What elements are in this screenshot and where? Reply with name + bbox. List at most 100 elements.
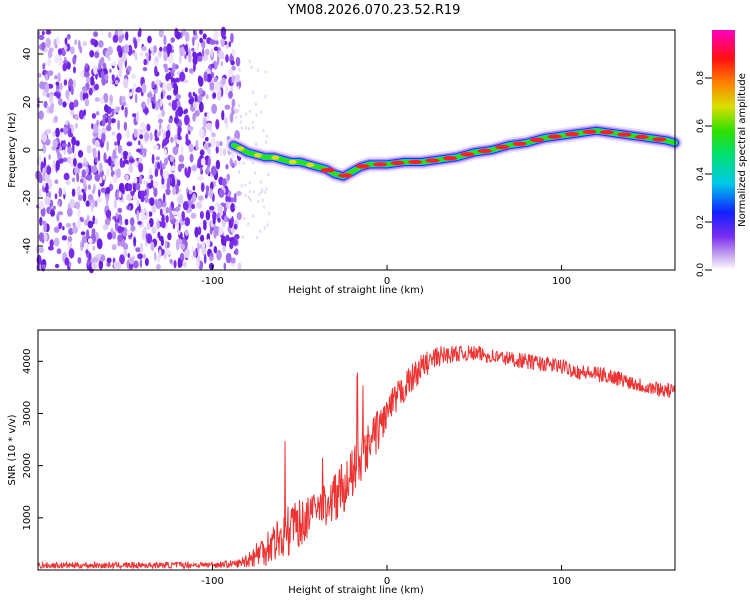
noise-blob — [44, 83, 50, 94]
noise-blob — [144, 257, 149, 267]
noise-blob — [68, 78, 74, 88]
noise-blob — [113, 198, 118, 209]
noise-blob — [101, 118, 106, 127]
noise-blob — [124, 106, 128, 118]
noise-blob — [202, 33, 207, 40]
noise-blob — [188, 91, 192, 99]
noise-blob — [93, 184, 96, 192]
signal-track-peak — [652, 137, 667, 142]
noise-blob — [191, 255, 195, 260]
noise-blob — [85, 200, 90, 207]
noise-blob — [164, 157, 168, 166]
snr-x-tick-label: -100 — [201, 576, 224, 587]
spectrogram-y-tick-label: 40 — [22, 48, 33, 61]
noise-blob — [209, 188, 214, 199]
noise-blob — [213, 226, 219, 236]
noise-blob — [161, 163, 166, 170]
noise-blob — [178, 154, 185, 163]
snr-x-tick-label: 0 — [384, 576, 390, 587]
noise-blob — [165, 206, 170, 214]
noise-blob — [199, 37, 203, 44]
noise-blob — [215, 145, 219, 154]
signal-track-peak — [425, 158, 440, 163]
noise-blob — [53, 115, 58, 124]
noise-blob — [94, 157, 98, 163]
noise-blob — [130, 225, 136, 232]
noise-blob — [197, 242, 200, 254]
noise-blob — [112, 231, 117, 240]
noise-blob — [141, 82, 147, 94]
noise-blob — [106, 262, 111, 267]
signal-track-peak — [408, 159, 422, 165]
noise-blob — [126, 141, 133, 147]
noise-blob — [160, 184, 167, 189]
noise-blob — [203, 118, 207, 128]
noise-blob — [191, 164, 197, 172]
noise-blob — [216, 212, 221, 219]
noise-blob — [106, 196, 109, 206]
noise-blob — [139, 174, 143, 185]
noise-blob — [135, 161, 138, 167]
noise-blob — [44, 196, 51, 206]
noise-blob — [162, 81, 166, 92]
noise-blob — [217, 217, 221, 223]
noise-blob — [103, 152, 107, 163]
noise-speck — [263, 226, 266, 230]
noise-speck — [264, 70, 267, 74]
noise-blob — [42, 143, 47, 154]
noise-blob — [109, 68, 112, 73]
noise-blob — [125, 129, 131, 139]
noise-blob — [89, 50, 95, 58]
noise-blob — [80, 71, 85, 78]
noise-blob — [161, 141, 165, 149]
noise-blob — [161, 220, 166, 229]
noise-blob — [225, 54, 229, 63]
noise-blob — [137, 253, 144, 260]
spectrogram-y-tick-label: -40 — [22, 238, 33, 254]
noise-blob — [73, 158, 77, 167]
noise-blob — [38, 174, 43, 184]
noise-blob — [171, 99, 177, 111]
noise-blob — [41, 132, 48, 143]
noise-speck — [251, 161, 254, 164]
noise-blob — [175, 206, 181, 212]
noise-blob — [100, 70, 105, 80]
noise-speck — [248, 127, 251, 131]
noise-blob — [128, 205, 131, 210]
noise-blob — [140, 121, 146, 132]
noise-blob — [133, 177, 138, 184]
noise-speck — [233, 107, 236, 111]
noise-speck — [243, 217, 246, 220]
noise-blob — [165, 188, 171, 196]
noise-blob — [179, 194, 184, 203]
noise-blob — [177, 163, 182, 173]
noise-blob — [141, 101, 146, 110]
noise-blob — [146, 222, 151, 231]
noise-speck — [238, 67, 241, 71]
noise-blob — [167, 129, 171, 136]
noise-blob — [211, 132, 216, 138]
noise-blob — [197, 226, 202, 236]
noise-blob — [189, 153, 194, 163]
noise-blob — [83, 71, 90, 78]
noise-blob — [213, 76, 218, 83]
noise-blob — [88, 87, 93, 96]
noise-blob — [208, 262, 215, 270]
noise-blob — [43, 233, 48, 241]
noise-blob — [85, 229, 90, 239]
noise-blob — [106, 257, 112, 264]
noise-blob — [77, 257, 82, 264]
noise-blob — [225, 252, 232, 264]
noise-blob — [135, 183, 141, 191]
noise-blob — [58, 158, 64, 164]
noise-blob — [49, 239, 54, 248]
noise-blob — [82, 191, 87, 202]
noise-blob — [162, 170, 169, 180]
snr-y-tick-label: 1000 — [22, 505, 33, 530]
noise-blob — [81, 188, 85, 193]
signal-track-peak — [547, 134, 562, 139]
noise-blob — [223, 262, 227, 271]
noise-blob — [118, 34, 123, 43]
noise-blob — [160, 91, 164, 100]
noise-blob — [106, 125, 112, 132]
